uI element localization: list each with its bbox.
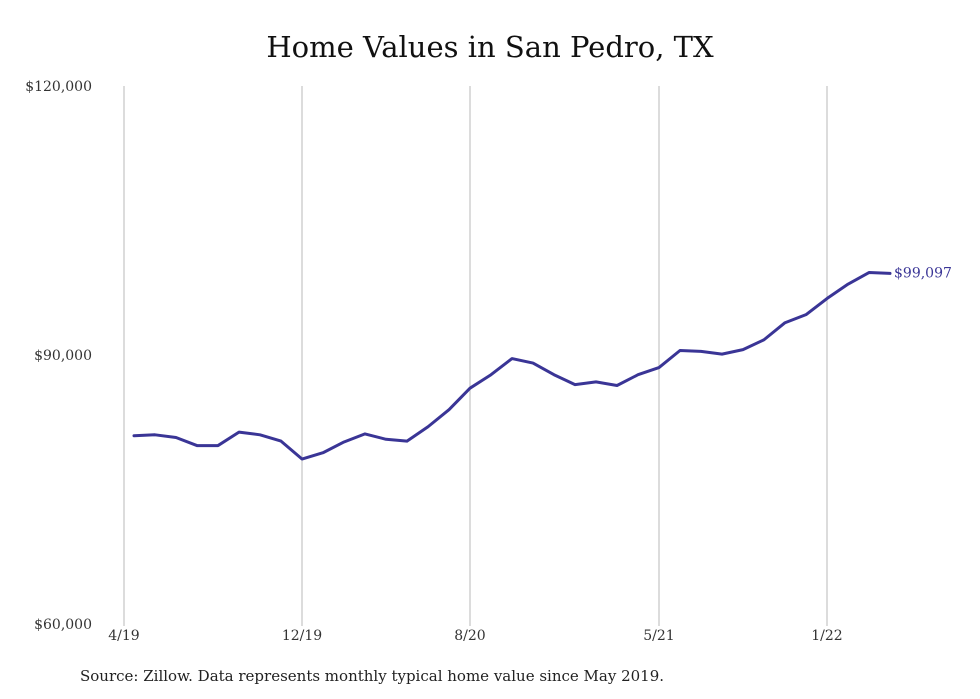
grid-lines <box>123 86 828 626</box>
x-tick-label: 5/21 <box>643 628 674 644</box>
y-tick-label: $120,000 <box>25 79 92 95</box>
y-tick-label: $90,000 <box>34 348 92 364</box>
x-tick-label: 12/19 <box>282 628 322 644</box>
series-line <box>132 271 892 461</box>
y-tick-label: $60,000 <box>34 617 92 633</box>
x-tick-label: 4/19 <box>108 628 139 644</box>
end-value-label: $99,097 <box>894 265 952 281</box>
source-note: Source: Zillow. Data represents monthly … <box>80 667 665 685</box>
x-tick-label: 8/20 <box>454 628 485 644</box>
chart-title: Home Values in San Pedro, TX <box>266 30 714 64</box>
x-axis: 4/19 12/19 8/20 5/21 1/22 <box>108 628 842 644</box>
line-chart: $60,000 $90,000 $120,000 4/19 12/19 8/20 5/21… <box>25 79 952 644</box>
x-tick-label: 1/22 <box>811 628 842 644</box>
series-layer: $99,097 <box>132 265 952 461</box>
y-axis: $60,000 $90,000 $120,000 <box>25 79 92 633</box>
